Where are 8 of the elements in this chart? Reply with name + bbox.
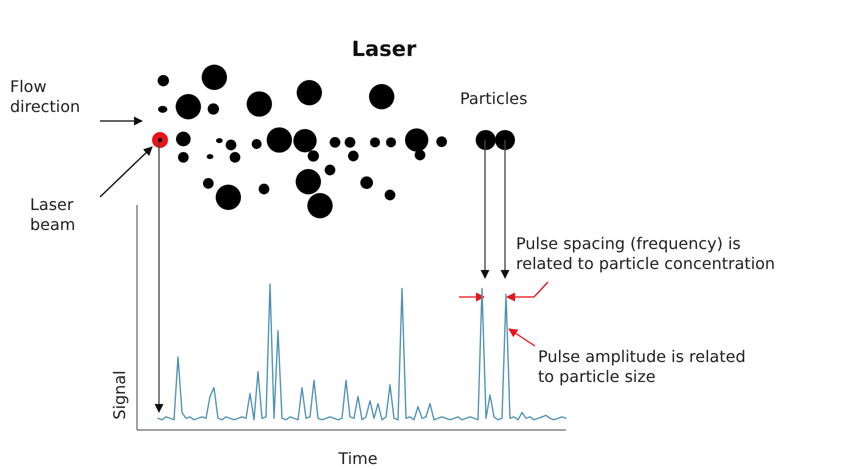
- text: Flow direction: [10, 77, 80, 116]
- text: Pulse spacing (frequency) is related to particle concentration: [516, 234, 776, 273]
- x-axis-title: Time: [337, 449, 378, 468]
- annotation: Pulse amplitude is related to particle size: [538, 347, 746, 386]
- text: Laser beam: [30, 195, 76, 234]
- chart-title: Laser: [352, 37, 417, 61]
- text: Particles: [460, 89, 528, 108]
- y-axis-title: Signal: [110, 370, 129, 420]
